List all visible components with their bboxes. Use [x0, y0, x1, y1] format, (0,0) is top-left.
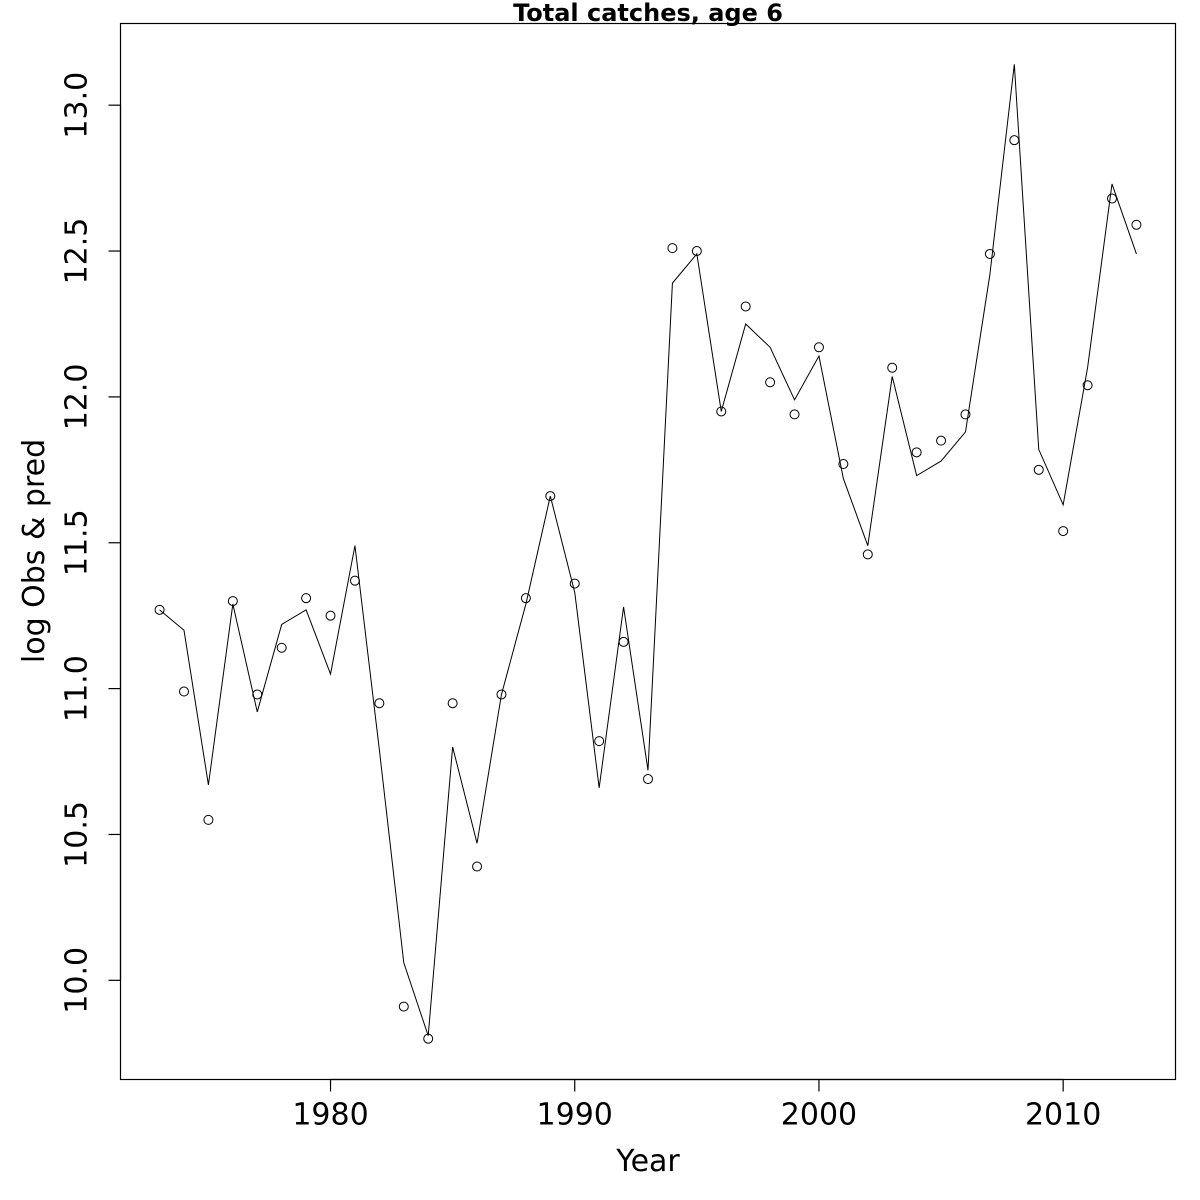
observed-point: [398, 1001, 409, 1012]
y-tick-label: 13.0: [60, 72, 95, 139]
x-tick-label: 2010: [1025, 1098, 1101, 1133]
observed-point: [154, 604, 165, 615]
observed-point: [203, 814, 214, 825]
plot-frame: [119, 22, 1177, 1081]
observed-point: [740, 301, 751, 312]
observed-point: [301, 593, 312, 604]
x-tick-label: 2000: [781, 1098, 857, 1133]
observed-point: [667, 243, 678, 254]
observed-point: [813, 342, 824, 353]
observed-point: [569, 578, 580, 589]
observed-point: [960, 409, 971, 420]
observed-point: [1009, 135, 1020, 146]
observed-point: [178, 686, 189, 697]
predicted-line: [159, 64, 1137, 1036]
y-tick-label: 12.5: [60, 218, 95, 285]
y-tick-label: 11.0: [60, 655, 95, 722]
observed-point: [325, 610, 336, 621]
observed-point: [496, 689, 507, 700]
observed-point: [594, 736, 605, 747]
y-tick-label: 12.0: [60, 363, 95, 430]
x-axis: 1980 1990 2000 2010: [292, 1078, 1101, 1133]
series-layer: [154, 64, 1142, 1044]
y-axis: 10.0 10.5 11.0 11.5 12.0 12.5 13.0: [60, 72, 122, 1014]
x-tick-label: 1990: [537, 1098, 613, 1133]
observed-point: [838, 458, 849, 469]
observed-point: [716, 406, 727, 417]
observed-point: [618, 636, 629, 647]
observed-point: [1033, 464, 1044, 475]
observed-point: [643, 774, 653, 785]
y-tick-label: 11.5: [60, 509, 95, 576]
observed-point: [862, 549, 873, 560]
x-axis-label: Year: [615, 1144, 680, 1179]
chart-title: Total catches, age 6: [513, 0, 783, 27]
x-tick-label: 1980: [292, 1098, 368, 1133]
observed-point: [789, 409, 800, 420]
observed-point: [447, 698, 458, 709]
observed-point: [374, 698, 385, 709]
observed-point: [936, 435, 947, 446]
observed-point: [911, 447, 922, 458]
y-axis-label: log Obs & pred: [17, 439, 52, 663]
observed-point: [276, 642, 287, 653]
observed-point: [472, 861, 483, 872]
observed-point: [887, 362, 898, 373]
observed-point: [545, 491, 556, 502]
y-tick-label: 10.5: [60, 801, 95, 868]
observed-point: [349, 575, 360, 586]
observed-point: [984, 248, 995, 259]
observed-point: [520, 593, 531, 604]
observed-point: [1107, 193, 1118, 204]
observed-point: [1131, 219, 1142, 230]
observed-point: [765, 377, 776, 388]
observed-point: [1082, 380, 1093, 391]
y-tick-label: 10.0: [60, 947, 95, 1014]
observed-point: [1058, 526, 1069, 537]
